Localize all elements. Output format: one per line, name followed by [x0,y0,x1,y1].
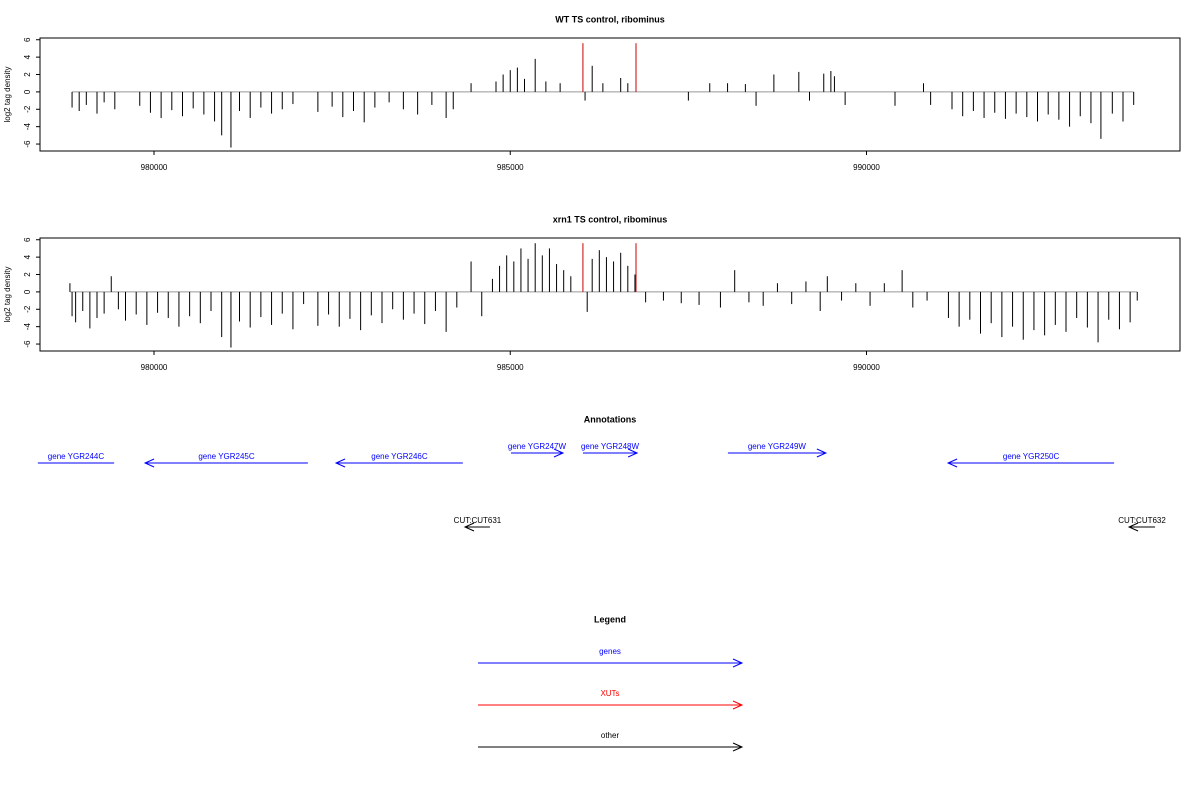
x-tick-label: 985000 [497,363,524,372]
x-tick-label: 980000 [141,363,168,372]
y-tick-label: 2 [23,72,32,77]
feature-label: gene YGR250C [1003,452,1060,461]
y-tick-label: 4 [23,54,32,59]
x-tick-label: 990000 [853,363,880,372]
legend-arrow-head [732,742,744,752]
feature-label: gene YGR248W [581,442,640,451]
arrow-head [627,448,639,458]
feature-label: gene YGR244C [48,452,105,461]
legend-title: Legend [594,614,626,624]
y-axis-label: log2 tag density [3,266,12,322]
legend-arrow-head [732,658,744,668]
arrow-head [946,458,958,468]
annotations-title: Annotations [584,414,637,424]
feature-label: gene YGR245C [198,452,255,461]
arrow-head [816,448,828,458]
y-tick-label: -4 [23,123,32,131]
feature-label: gene YGR247W [508,442,567,451]
y-tick-label: -4 [23,323,32,331]
arrow-head [463,522,475,532]
y-tick-label: 6 [23,237,32,242]
legend-label: other [601,731,620,740]
feature-label: CUT:CUT632 [1118,516,1166,525]
feature-label: CUT:CUT631 [454,516,502,525]
y-tick-label: 2 [23,272,32,277]
legend-arrow-head [732,700,744,710]
y-tick-label: -2 [23,105,32,113]
plot-frame [39,37,1181,152]
feature-label: gene YGR249W [748,442,807,451]
y-tick-label: -6 [23,340,32,348]
y-axis-label: log2 tag density [3,66,12,122]
y-tick-label: -6 [23,140,32,148]
y-tick-label: -2 [23,305,32,313]
x-tick-label: 990000 [853,163,880,172]
arrow-head [143,458,155,468]
feature-label: gene YGR246C [371,452,428,461]
arrow-head [334,458,346,468]
x-tick-label: 985000 [497,163,524,172]
y-tick-label: 0 [23,289,32,294]
arrow-head [1127,522,1139,532]
legend-label: XUTs [600,689,619,698]
y-tick-label: 4 [23,254,32,259]
arrow-head [553,448,565,458]
panel-title: xrn1 TS control, ribominus [553,214,668,224]
x-tick-label: 980000 [141,163,168,172]
legend-label: genes [599,647,621,656]
y-tick-label: 0 [23,89,32,94]
panel-title: WT TS control, ribominus [555,14,665,24]
y-tick-label: 6 [23,37,32,42]
plot-frame [39,237,1181,352]
